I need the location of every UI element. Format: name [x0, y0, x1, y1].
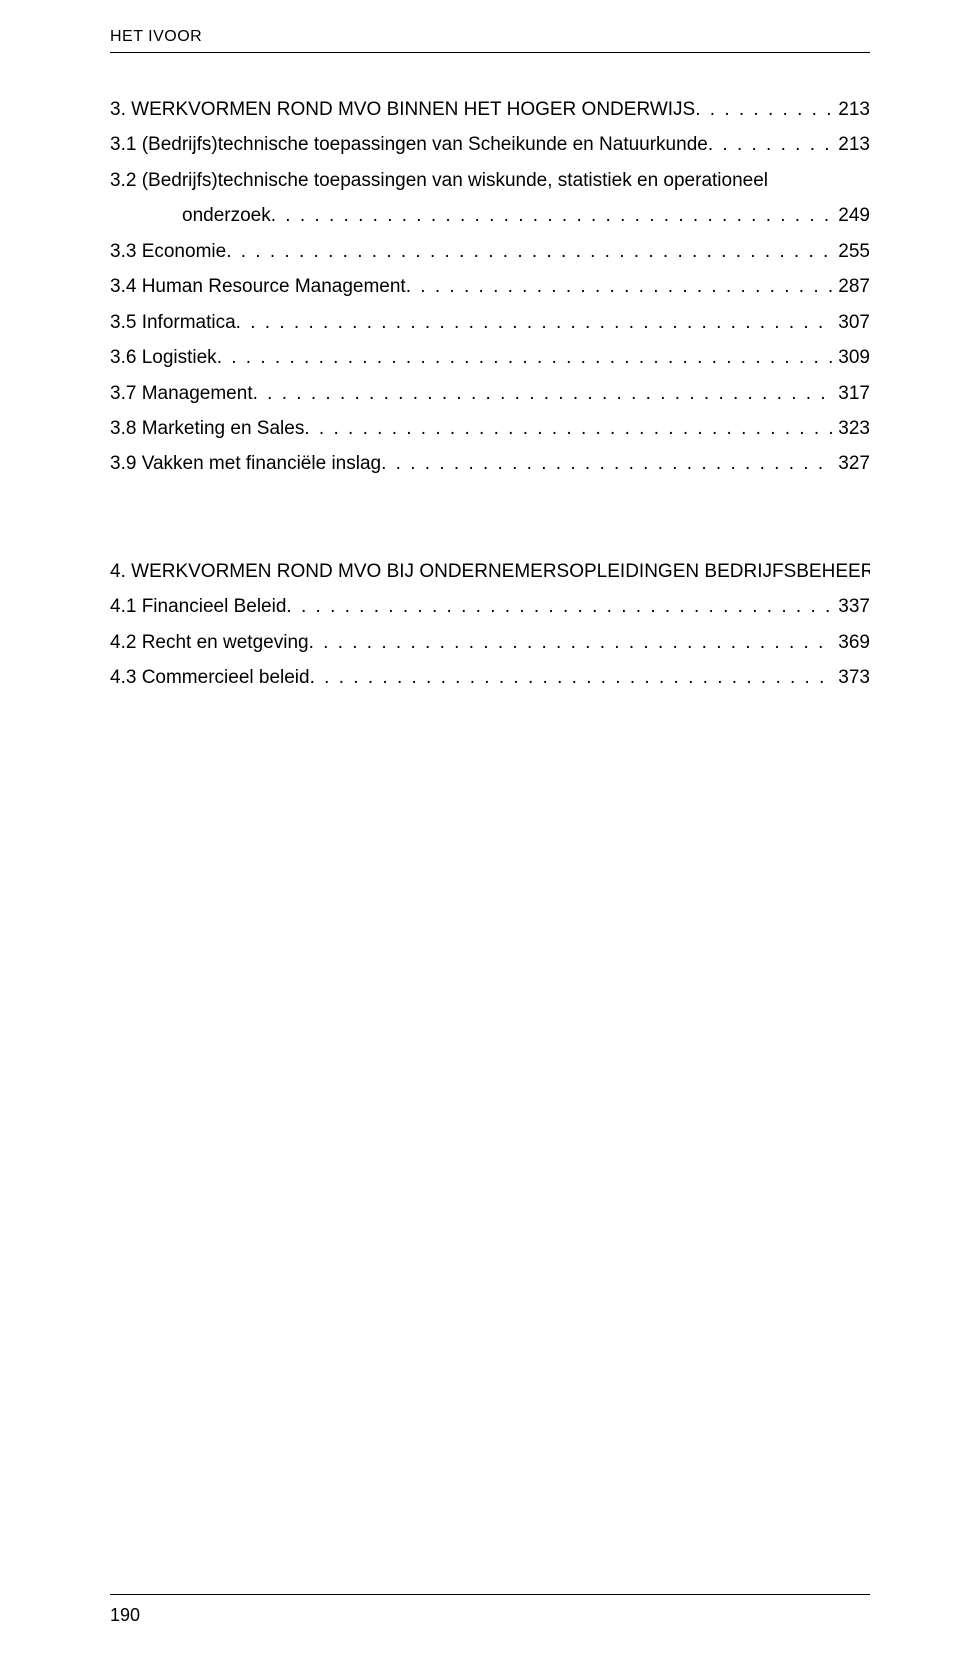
toc-title-part: MVO	[338, 561, 381, 582]
toc-num: 3. W	[110, 99, 149, 120]
toc-label: 4.3 Commercieel beleid	[110, 663, 310, 692]
toc-entry: 3.1 (Bedrijfs)technische toepassingen va…	[110, 130, 870, 159]
toc-label: 3.8 Marketing en Sales	[110, 414, 304, 443]
toc-label: 3.7 Management	[110, 379, 253, 408]
toc-entry: 3.2 (Bedrijfs)technische toepassingen va…	[110, 166, 870, 195]
toc-title-part: BIJ	[381, 561, 419, 582]
toc-title-part: NDERNEMERSOPLEIDINGEN	[434, 561, 704, 582]
toc-label: 3.1 (Bedrijfs)technische toepassingen va…	[110, 130, 708, 159]
toc-title-part: EDRIJFSBEHEER	[717, 561, 870, 582]
toc-entry: onderzoek . . . . . . . . . . . . . . . …	[110, 201, 870, 230]
toc-title-part: O	[419, 561, 434, 582]
toc-page: 307	[834, 308, 870, 337]
toc-entry: 4.3 Commercieel beleid . . . . . . . . .…	[110, 663, 870, 692]
toc-page: 323	[834, 414, 870, 443]
toc-label: 3.3 Economie	[110, 237, 226, 266]
toc-leader: . . . . . . . . . . . . . . . . . . . . …	[309, 628, 835, 657]
toc-entry: 3.7 Management . . . . . . . . . . . . .…	[110, 379, 870, 408]
toc-entry: 3.9 Vakken met financiële inslag . . . .…	[110, 449, 870, 478]
toc-label: 3.9 Vakken met financiële inslag	[110, 449, 381, 478]
toc-label: 3.6 Logistiek	[110, 343, 217, 372]
toc-leader: . . . . . . . . . . . . . . . . . . . . …	[310, 663, 835, 692]
toc-leader: . . . . . . . . . . . . . . . . . . . . …	[406, 272, 835, 301]
toc-leader: . . . . . . . . . . . . . . . . . . . . …	[708, 130, 834, 159]
toc-entry: 3.3 Economie . . . . . . . . . . . . . .…	[110, 237, 870, 266]
toc-section-label: 4. WERKVORMEN ROND MVO BIJ ONDERNEMERSOP…	[110, 557, 870, 586]
toc-leader: . . . . . . . . . . . . . . . . . . . . …	[695, 95, 834, 124]
toc-leader: . . . . . . . . . . . . . . . . . . . . …	[226, 237, 834, 266]
toc-title-part: BINNEN HET HOGER ONDERWIJS	[381, 99, 695, 120]
toc-label: 4.1 Financieel Beleid	[110, 592, 286, 621]
toc-page: 373	[834, 663, 870, 692]
toc-section-label: 3. WERKVORMEN ROND MVO BINNEN HET HOGER …	[110, 95, 695, 124]
toc-page: 369	[834, 628, 870, 657]
toc-title-part: ERKVORMEN ROND	[149, 561, 338, 582]
toc-page: 287	[834, 272, 870, 301]
toc-label: 3.4 Human Resource Management	[110, 272, 406, 301]
toc-leader: . . . . . . . . . . . . . . . . . . . . …	[271, 201, 835, 230]
toc-label: 3.2 (Bedrijfs)technische toepassingen va…	[110, 166, 768, 195]
toc-page: 213	[834, 130, 870, 159]
toc-section-3: 3. WERKVORMEN ROND MVO BINNEN HET HOGER …	[110, 95, 870, 124]
toc-section-4: 4. WERKVORMEN ROND MVO BIJ ONDERNEMERSOP…	[110, 557, 870, 586]
toc-leader: . . . . . . . . . . . . . . . . . . . . …	[304, 414, 834, 443]
toc-num: 4. W	[110, 561, 149, 582]
toc-page: 255	[834, 237, 870, 266]
toc-page: 337	[834, 592, 870, 621]
toc-leader: . . . . . . . . . . . . . . . . . . . . …	[217, 343, 835, 372]
toc-entry: 3.6 Logistiek . . . . . . . . . . . . . …	[110, 343, 870, 372]
toc-title-part: ERKVORMEN ROND	[149, 99, 338, 120]
page-footer: 190	[0, 1594, 960, 1626]
toc-page: 213	[834, 95, 870, 124]
page-number: 190	[110, 1605, 870, 1626]
toc-entry: 3.4 Human Resource Management . . . . . …	[110, 272, 870, 301]
toc-leader: . . . . . . . . . . . . . . . . . . . . …	[236, 308, 835, 337]
header-rule	[110, 52, 870, 53]
running-head: HET IVOOR	[110, 28, 870, 46]
toc-page: 317	[834, 379, 870, 408]
toc-title-part: B	[704, 561, 717, 582]
footer-rule	[110, 1594, 870, 1595]
toc-leader: . . . . . . . . . . . . . . . . . . . . …	[253, 379, 835, 408]
toc-entry: 3.5 Informatica . . . . . . . . . . . . …	[110, 308, 870, 337]
toc-entry: 3.8 Marketing en Sales . . . . . . . . .…	[110, 414, 870, 443]
toc-page: 309	[834, 343, 870, 372]
toc-label: 3.5 Informatica	[110, 308, 236, 337]
toc-title-part: MVO	[338, 99, 381, 120]
toc-page: 327	[834, 449, 870, 478]
table-of-contents: 3. WERKVORMEN ROND MVO BINNEN HET HOGER …	[110, 95, 870, 693]
toc-label: 4.2 Recht en wetgeving	[110, 628, 309, 657]
toc-page: 249	[834, 201, 870, 230]
toc-entry: 4.2 Recht en wetgeving . . . . . . . . .…	[110, 628, 870, 657]
toc-entry: 4.1 Financieel Beleid . . . . . . . . . …	[110, 592, 870, 621]
toc-label: onderzoek	[110, 201, 271, 230]
toc-leader: . . . . . . . . . . . . . . . . . . . . …	[286, 592, 834, 621]
toc-leader: . . . . . . . . . . . . . . . . . . . . …	[381, 449, 834, 478]
